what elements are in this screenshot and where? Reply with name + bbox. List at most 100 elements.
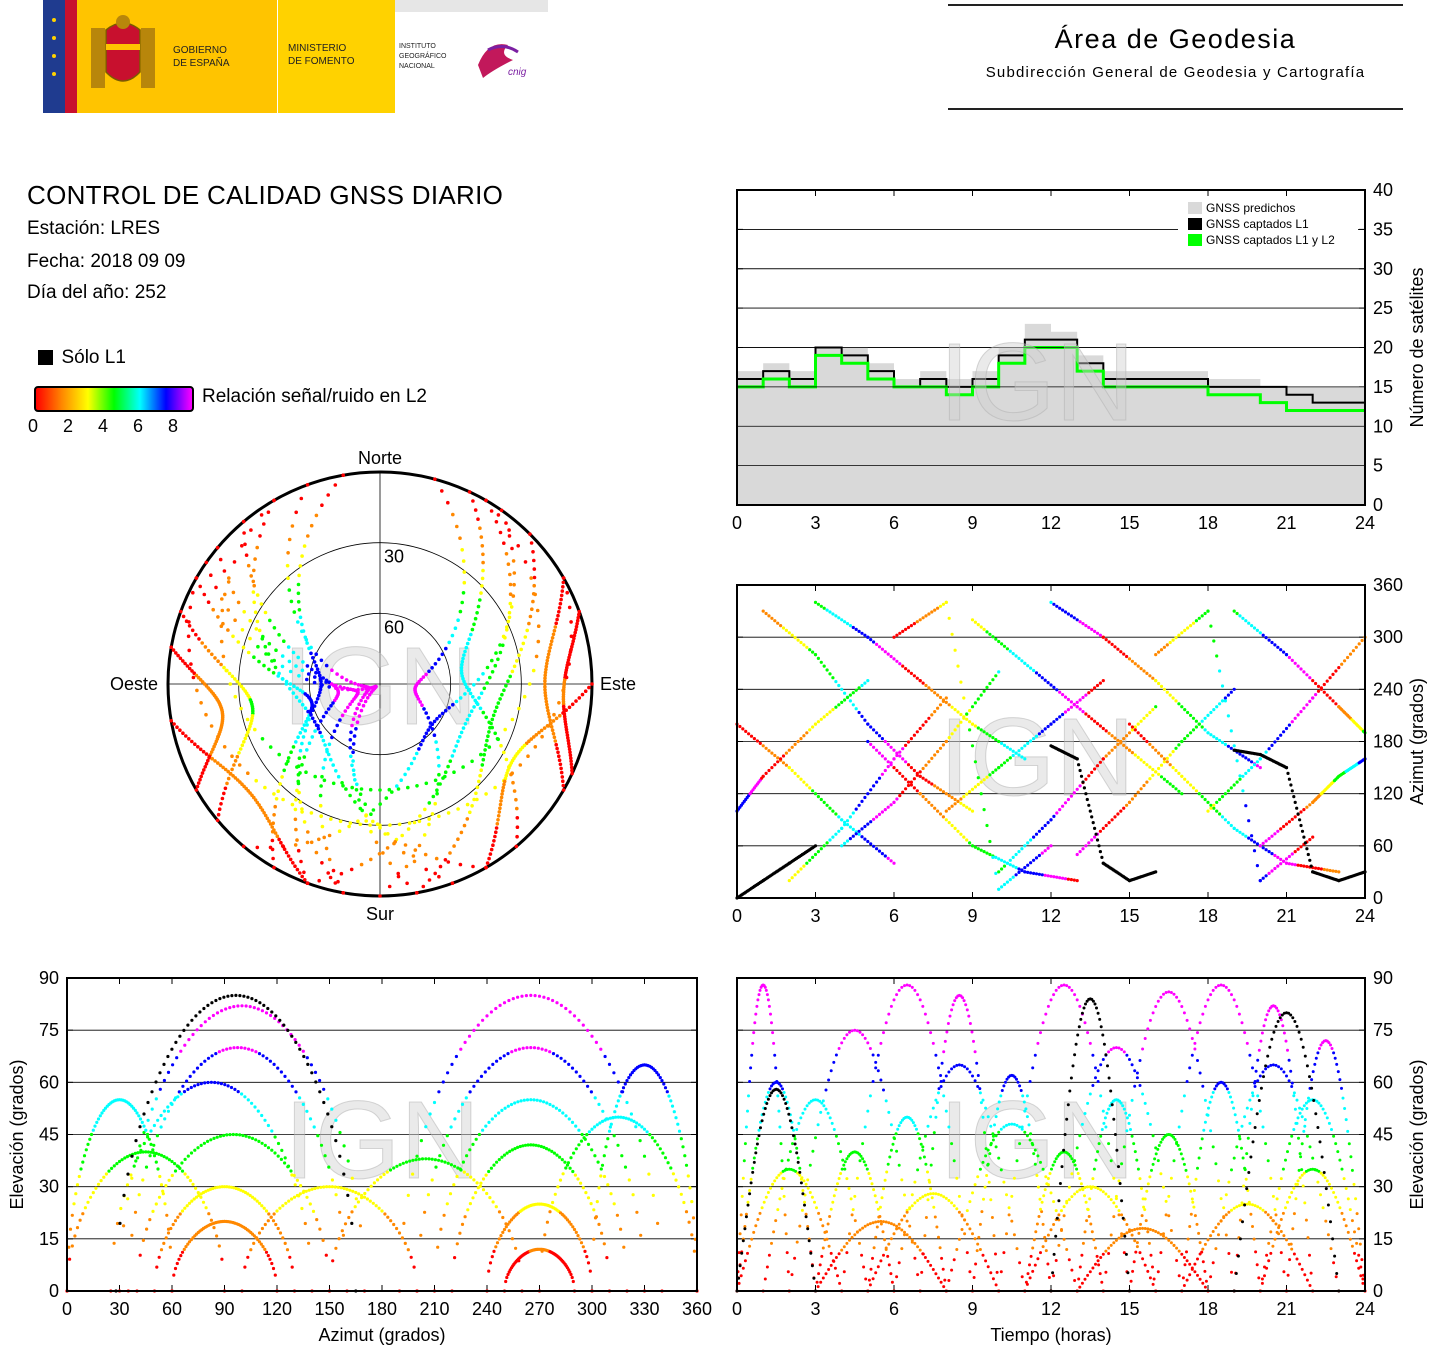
sky-track-point [224,668,229,673]
track-point [924,763,928,767]
arc-point [953,999,957,1003]
sky-track-point [548,718,552,722]
sky-track-point [330,668,334,672]
sky-track-point [411,854,416,858]
arc-point [1140,1187,1143,1190]
track-point [953,797,957,802]
arc-point [420,1157,425,1161]
arc-point [1143,1208,1147,1212]
arc-point [462,1170,466,1174]
arc-point [194,1186,198,1190]
arc-point [159,1153,164,1157]
track-point [1127,800,1132,804]
arc-point [655,1071,659,1075]
arc-point [403,1241,407,1245]
arc-point [333,1185,337,1189]
sky-track-point [487,745,492,749]
sky-track-point [363,802,368,806]
arc-point [488,1261,493,1265]
track-point [1261,841,1265,845]
track-point [1107,640,1111,644]
sky-track-point [512,571,517,575]
sky-track-point [298,615,303,620]
track-point [863,824,867,829]
track-point [1052,685,1056,689]
arc-point [225,1185,229,1189]
arc-point [330,1185,334,1189]
sky-track-point [536,624,541,628]
track-point [1002,644,1007,648]
arc-point [965,1251,969,1255]
arc-point [1080,1253,1084,1257]
sky-track-point [521,641,526,646]
arc-point [170,1047,174,1051]
track-point [1026,664,1030,668]
sky-track-point [280,664,285,669]
arc-point [931,1041,935,1045]
track-point [825,841,829,845]
arc-point [850,1029,854,1033]
track-point [866,822,870,826]
track-point [933,710,937,714]
track-point [1276,864,1280,868]
track-point [1276,737,1280,741]
track-point [1226,789,1230,793]
x-tick-label: 90 [214,1299,234,1319]
track-point [825,608,829,612]
sky-track-point [506,562,511,566]
track-point [790,633,794,637]
arc-point [491,1062,495,1066]
arc-point [1117,1213,1121,1217]
arc-point [290,1034,294,1038]
arc-point [455,1174,459,1179]
track-point [1116,738,1120,743]
sky-track-point [230,767,234,772]
arc-point [785,1251,789,1255]
track-point [851,834,855,838]
arc-point [250,1195,255,1199]
arc-point [253,1197,257,1201]
arc-point [342,1186,346,1191]
y-tick-label: 45 [39,1125,59,1145]
arc-point [1037,1215,1041,1218]
track-point [1203,611,1207,616]
track-point [909,624,913,628]
track-point [828,710,832,714]
sky-track-point [500,792,504,796]
track-point [1142,760,1146,764]
arc-point [1092,1167,1096,1171]
track-point [1325,679,1329,683]
track-point [1226,693,1230,697]
arc-point [612,1202,616,1206]
arc-point [1164,1199,1168,1203]
sky-track-point [473,508,478,512]
sky-track-point [295,686,299,691]
sky-track-point [446,811,451,815]
sky-track-point [296,848,301,853]
sky-track-point [219,662,223,667]
track-point [860,799,864,803]
arc-point [568,1270,572,1274]
arc-point [275,1209,279,1213]
track-point [1133,662,1137,666]
sky-track-point [213,759,217,763]
sky-track-point [459,665,464,670]
track-point [776,756,780,760]
arc-point [780,1159,784,1163]
elevation-azimuth-arc [415,1046,647,1293]
sky-track-point [544,664,549,669]
arc-point [273,1151,277,1155]
sky-track-point [535,608,540,613]
sky-track-point [550,636,555,640]
track-point [936,706,940,710]
track-point [1046,874,1050,878]
sky-track-point [296,600,301,604]
arc-point [260,1113,264,1118]
sky-track-point [413,848,418,852]
sky-track-point [301,660,305,664]
arc-point [149,1150,153,1154]
arc-point [1070,1172,1074,1176]
sky-track-point [390,790,394,794]
track-point [1029,861,1033,865]
ign-line1: INSTITUTO [399,43,436,50]
